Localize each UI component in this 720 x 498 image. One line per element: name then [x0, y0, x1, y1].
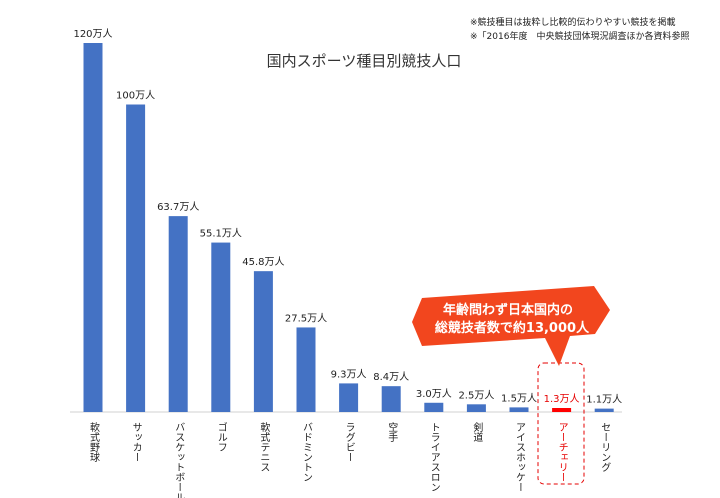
category-label-10: 剣道 — [471, 422, 483, 442]
bar-10 — [466, 404, 486, 412]
bar-6 — [296, 327, 316, 412]
value-label-9: 3.0万人 — [416, 388, 452, 400]
value-label-13: 1.1万人 — [586, 394, 622, 406]
value-label-8: 8.4万人 — [373, 371, 409, 383]
callout-line-2: 総競技者数で約13,000人 — [435, 320, 590, 336]
callout-arrow-shape — [412, 286, 610, 366]
category-label-4: ゴルフ — [215, 421, 227, 452]
bar-4 — [211, 242, 231, 412]
category-label-11: アイスホッケー — [514, 422, 526, 492]
category-label-6: バドミントン — [301, 422, 313, 482]
value-label-6: 27.5万人 — [285, 312, 327, 324]
category-label-2: サッカー — [130, 422, 142, 462]
category-label-3: バスケットボール — [173, 422, 185, 498]
bar-3 — [168, 216, 188, 412]
bar-1 — [83, 43, 103, 412]
bar-7 — [339, 383, 359, 412]
category-label-13: セーリング — [599, 422, 611, 472]
value-label-5: 45.8万人 — [242, 256, 284, 268]
value-label-3: 63.7万人 — [157, 201, 199, 213]
value-label-4: 55.1万人 — [200, 228, 242, 240]
category-label-group: 軟式野球 サッカー バスケットボール ゴルフ 軟式テニス バドミントン ラグビー 空手 トライア… — [88, 421, 611, 498]
note-line-2: ※「2016年度 中央競技団体現況調査ほか各資料参照 — [470, 30, 689, 42]
value-label-1: 120万人 — [73, 28, 112, 40]
value-label-10: 2.5万人 — [458, 389, 494, 401]
bar-2 — [126, 104, 146, 412]
bar-5 — [253, 271, 273, 412]
value-label-12: 1.3万人 — [544, 393, 580, 405]
category-label-7: ラグビー — [343, 422, 355, 462]
callout-line-1: 年齢問わず日本国内の — [443, 302, 573, 318]
bar-11 — [509, 407, 529, 412]
chart-title: 国内スポーツ種目別競技人口 — [267, 52, 462, 70]
highlight-dashed-box — [537, 362, 585, 485]
value-label-7: 9.3万人 — [331, 368, 367, 380]
value-label-2: 100万人 — [116, 90, 155, 102]
category-label-12: アーチェリー — [556, 422, 567, 482]
callout: 年齢問わず日本国内の 総競技者数で約13,000人 — [412, 286, 610, 366]
note-line-1: ※競技種目は抜粋し比較的伝わりやすい競技を掲載 — [470, 16, 676, 28]
value-label-group: 120万人 100万人 63.7万人 55.1万人 45.8万人 27.5万人 9.3万人 8… — [73, 28, 622, 406]
bar-group — [83, 43, 614, 412]
bar-12 — [552, 408, 572, 412]
category-label-5: 軟式テニス — [258, 421, 270, 472]
bar-8 — [381, 386, 401, 412]
category-label-8: 空手 — [386, 421, 398, 443]
category-label-9: トライアスロン — [428, 422, 440, 492]
bar-9 — [424, 402, 444, 412]
value-label-11: 1.5万人 — [501, 392, 537, 404]
category-label-1: 軟式野球 — [88, 421, 100, 462]
bar-13 — [594, 408, 614, 412]
